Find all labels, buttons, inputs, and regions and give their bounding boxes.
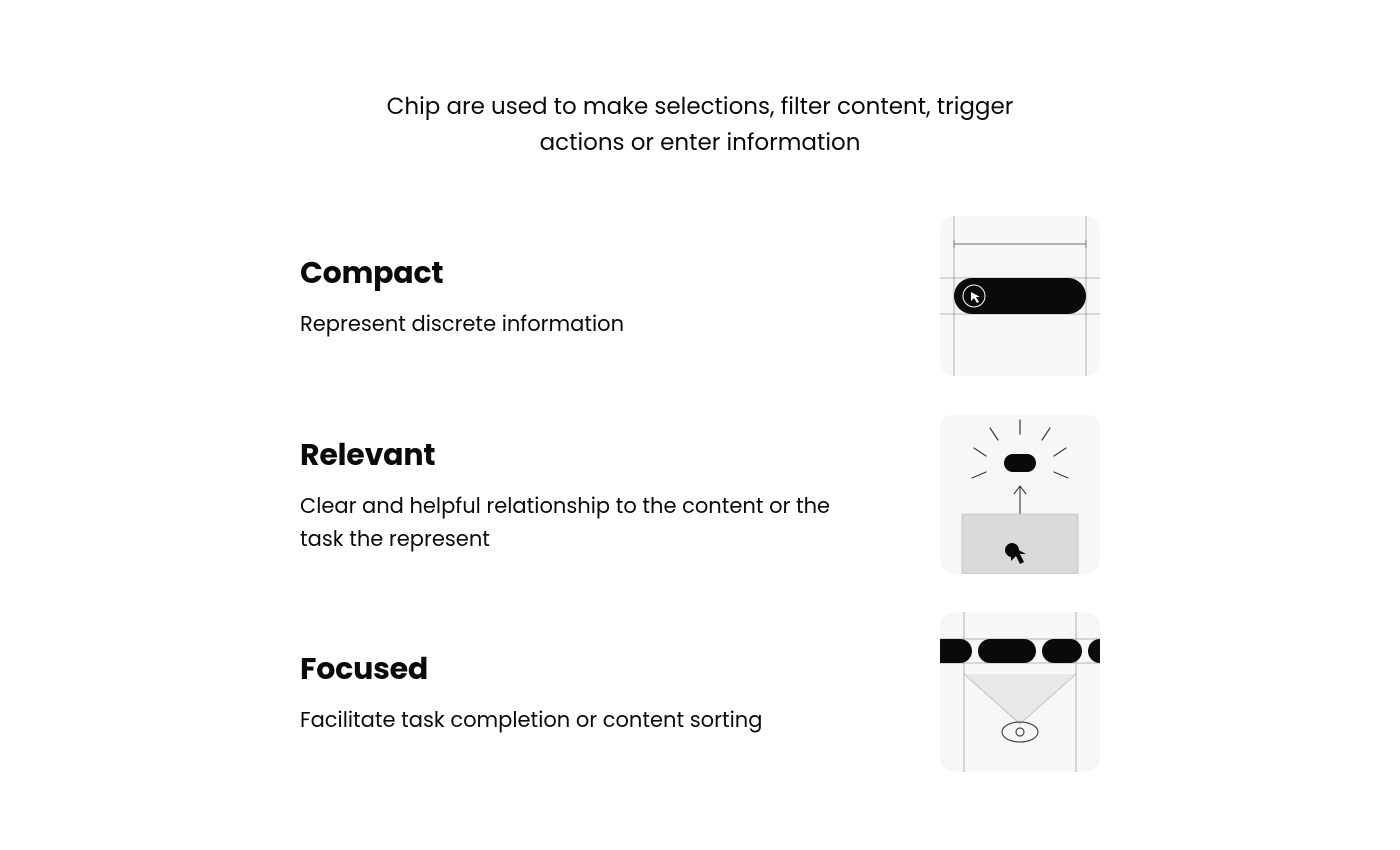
feature-compact: Compact Represent discrete information bbox=[300, 216, 1100, 376]
page-root: Chip are used to make selections, filter… bbox=[0, 0, 1400, 850]
features-list: Compact Represent discrete information bbox=[300, 216, 1100, 772]
feature-desc: Clear and helpful relationship to the co… bbox=[300, 490, 860, 557]
illus-relevant bbox=[940, 414, 1100, 574]
feature-desc: Represent discrete information bbox=[300, 308, 860, 342]
illus-compact bbox=[940, 216, 1100, 376]
relevant-diagram-icon bbox=[940, 414, 1100, 574]
compact-diagram-icon bbox=[940, 216, 1100, 376]
feature-text: Focused Facilitate task completion or co… bbox=[300, 646, 900, 738]
focused-diagram-icon bbox=[940, 612, 1100, 772]
feature-title: Relevant bbox=[300, 432, 900, 478]
feature-title: Compact bbox=[300, 250, 900, 296]
feature-desc: Facilitate task completion or content so… bbox=[300, 704, 860, 738]
feature-focused: Focused Facilitate task completion or co… bbox=[300, 612, 1100, 772]
illus-focused bbox=[940, 612, 1100, 772]
feature-title: Focused bbox=[300, 646, 900, 692]
feature-relevant: Relevant Clear and helpful relationship … bbox=[300, 414, 1100, 574]
feature-text: Compact Represent discrete information bbox=[300, 250, 900, 342]
feature-text: Relevant Clear and helpful relationship … bbox=[300, 432, 900, 557]
intro-text: Chip are used to make selections, filter… bbox=[380, 90, 1020, 161]
